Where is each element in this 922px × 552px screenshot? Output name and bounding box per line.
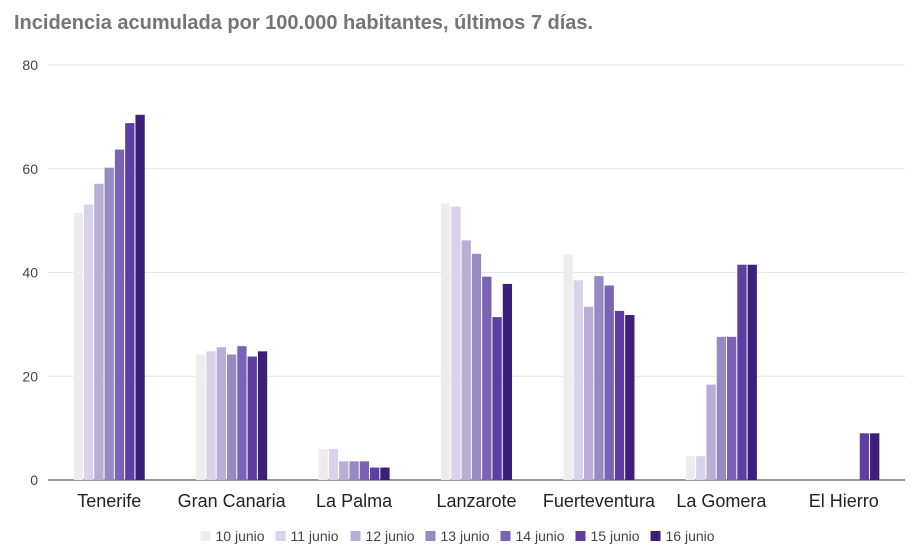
bar	[563, 254, 573, 480]
legend-swatch	[275, 531, 286, 541]
bar	[94, 183, 104, 480]
x-axis-ticks: Tenerife Gran Canaria La Palma Lanzarote Fue…	[77, 491, 879, 511]
y-tick-label: 60	[22, 161, 38, 177]
bar	[114, 149, 125, 480]
bars	[73, 114, 880, 481]
legend-label: 14 junio	[516, 528, 565, 544]
legend-swatch	[500, 531, 511, 541]
legend: 10 junio 11 junio 12 junio 13 junio 14 junio…	[200, 528, 715, 544]
bar	[206, 351, 216, 480]
legend-swatch	[425, 531, 436, 541]
bar	[727, 336, 737, 480]
x-tick-label: La Gomera	[676, 491, 767, 511]
x-tick-label: Tenerife	[77, 491, 141, 511]
legend-label: 11 junio	[291, 528, 339, 544]
x-tick-label: La Palma	[316, 491, 393, 511]
bar	[870, 433, 880, 480]
bar	[359, 461, 370, 480]
bar	[614, 310, 625, 480]
y-tick-label: 80	[22, 57, 38, 73]
bar	[73, 212, 83, 480]
bar	[492, 317, 502, 480]
bar	[625, 315, 635, 480]
bar	[461, 240, 471, 480]
legend-label: 13 junio	[441, 528, 490, 544]
bar	[328, 448, 339, 480]
bar	[685, 456, 696, 480]
bar	[583, 306, 594, 480]
bar	[125, 123, 135, 480]
bar	[135, 114, 145, 481]
legend-label: 16 junio	[666, 528, 715, 544]
bar	[440, 203, 451, 480]
legend-label: 15 junio	[591, 528, 640, 544]
bar	[471, 253, 482, 480]
x-tick-label: El Hierro	[809, 491, 879, 511]
legend-swatch	[575, 531, 586, 541]
bar	[737, 264, 747, 480]
bar	[451, 206, 461, 480]
bar	[237, 346, 247, 480]
bar	[83, 204, 94, 480]
bar	[226, 354, 237, 480]
legend-label: 10 junio	[216, 528, 265, 544]
bar	[604, 285, 614, 480]
bar	[247, 356, 257, 480]
y-tick-label: 40	[22, 265, 38, 281]
bar	[216, 347, 226, 480]
bar	[482, 276, 492, 480]
legend-swatch	[650, 531, 661, 541]
bar	[716, 336, 727, 480]
x-tick-label: Lanzarote	[436, 491, 516, 511]
y-tick-label: 0	[30, 472, 38, 488]
bar	[380, 467, 390, 480]
x-tick-label: Gran Canaria	[178, 491, 287, 511]
bar	[370, 467, 380, 480]
bar	[747, 264, 757, 480]
bar	[349, 461, 359, 480]
bar	[573, 280, 583, 480]
legend-swatch	[350, 531, 361, 541]
bar	[706, 384, 716, 480]
bar	[594, 276, 604, 480]
bar	[502, 283, 513, 480]
bar	[196, 354, 206, 480]
y-tick-label: 20	[22, 368, 38, 384]
legend-label: 12 junio	[366, 528, 415, 544]
bar	[859, 433, 870, 480]
chart-title: Incidencia acumulada por 100.000 habitan…	[14, 12, 594, 34]
x-tick-label: Fuerteventura	[543, 491, 656, 511]
bar	[339, 461, 349, 480]
bar	[257, 351, 268, 480]
legend-swatch	[200, 531, 211, 541]
bar	[104, 167, 114, 480]
bar	[696, 456, 706, 480]
bar	[318, 448, 328, 480]
y-axis-ticks: 0 20 40 60 80	[22, 57, 38, 488]
